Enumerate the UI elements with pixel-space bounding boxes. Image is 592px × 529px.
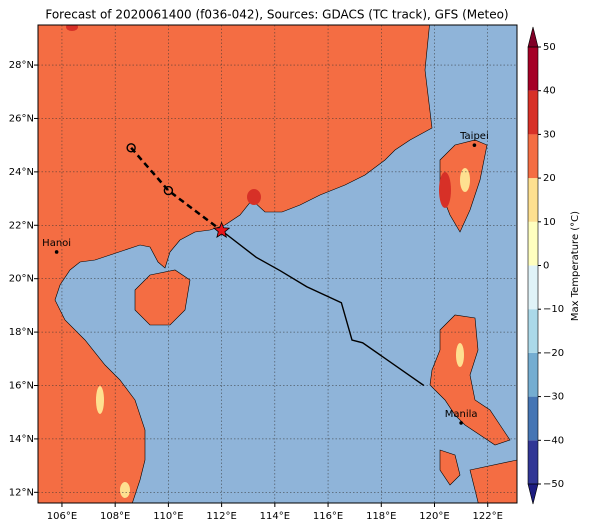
map-layer: Hanoi Taipei Manila	[38, 25, 517, 503]
city-dot	[54, 250, 59, 254]
forecast-point	[163, 185, 174, 196]
colorbar-tick-label: 50	[543, 42, 556, 53]
y-tick-label: 16°N	[9, 381, 34, 392]
x-tick-label: 114°E	[260, 511, 290, 522]
city-dot	[472, 143, 477, 147]
past-track	[221, 230, 425, 387]
y-tick-label: 12°N	[9, 487, 34, 498]
land	[38, 25, 517, 503]
hot-spot	[439, 172, 451, 208]
warm-spot	[460, 168, 470, 192]
y-tick-label: 18°N	[9, 327, 34, 338]
y-tick-label: 24°N	[9, 167, 34, 178]
y-tick-label: 20°N	[9, 274, 34, 285]
x-tick-label: 122°E	[473, 511, 503, 522]
colorbar-tick-label: 10	[543, 217, 556, 228]
colorbar-segment	[528, 265, 538, 310]
city-label: Hanoi	[42, 238, 71, 249]
colorbar-under	[527, 483, 539, 505]
title: Forecast of 2020061400 (f036-042), Sourc…	[45, 8, 508, 22]
colorbar-segment	[528, 178, 538, 222]
warm-spot	[96, 386, 104, 414]
storm-position	[212, 221, 231, 238]
colorbar-segment	[528, 396, 538, 441]
colorbar-tick-label: −40	[543, 435, 564, 446]
forecast-point	[126, 143, 136, 153]
colorbar-segment	[528, 440, 538, 484]
colorbar-label: Max Temperature (°C)	[570, 211, 581, 321]
colorbar-tick-label: −50	[543, 479, 564, 490]
colorbar-tick-label: −10	[543, 304, 564, 315]
y-tick-label: 26°N	[9, 113, 34, 124]
colorbar-over	[527, 26, 539, 48]
city-label: Taipei	[459, 131, 489, 142]
colorbar-tick-label: 0	[543, 261, 549, 272]
warm-spot	[456, 343, 464, 367]
x-tick-label: 116°E	[313, 511, 343, 522]
forecast-track	[130, 147, 223, 232]
x-tick-label: 110°E	[153, 511, 183, 522]
x-tick-label: 120°E	[419, 511, 449, 522]
colorbar-tick-label: −20	[543, 348, 564, 359]
colorbar-tick-label: 30	[543, 129, 556, 140]
hot-spot	[66, 25, 78, 31]
y-tick-label: 28°N	[9, 60, 34, 71]
colorbar-segment	[528, 221, 538, 266]
x-tick-label: 108°E	[100, 511, 130, 522]
colorbar-segment	[528, 309, 538, 353]
hot-spot	[247, 189, 261, 205]
colorbar-segment	[528, 47, 538, 91]
colorbar-segment	[528, 134, 538, 179]
colorbar-segment	[528, 352, 538, 397]
city-label: Manila	[445, 409, 478, 420]
x-tick-label: 106°E	[47, 511, 77, 522]
warm-spot	[120, 482, 130, 498]
colorbar-segment	[528, 90, 538, 135]
colorbar-tick-label: 20	[543, 173, 556, 184]
y-tick-label: 22°N	[9, 220, 34, 231]
city-dot	[459, 421, 463, 425]
y-tick-label: 14°N	[9, 434, 34, 445]
map-frame	[37, 24, 518, 504]
colorbar-tick-label: −30	[543, 392, 564, 403]
x-tick-label: 118°E	[366, 511, 396, 522]
x-tick-label: 112°E	[206, 511, 236, 522]
colorbar-tick-label: 40	[543, 86, 556, 97]
